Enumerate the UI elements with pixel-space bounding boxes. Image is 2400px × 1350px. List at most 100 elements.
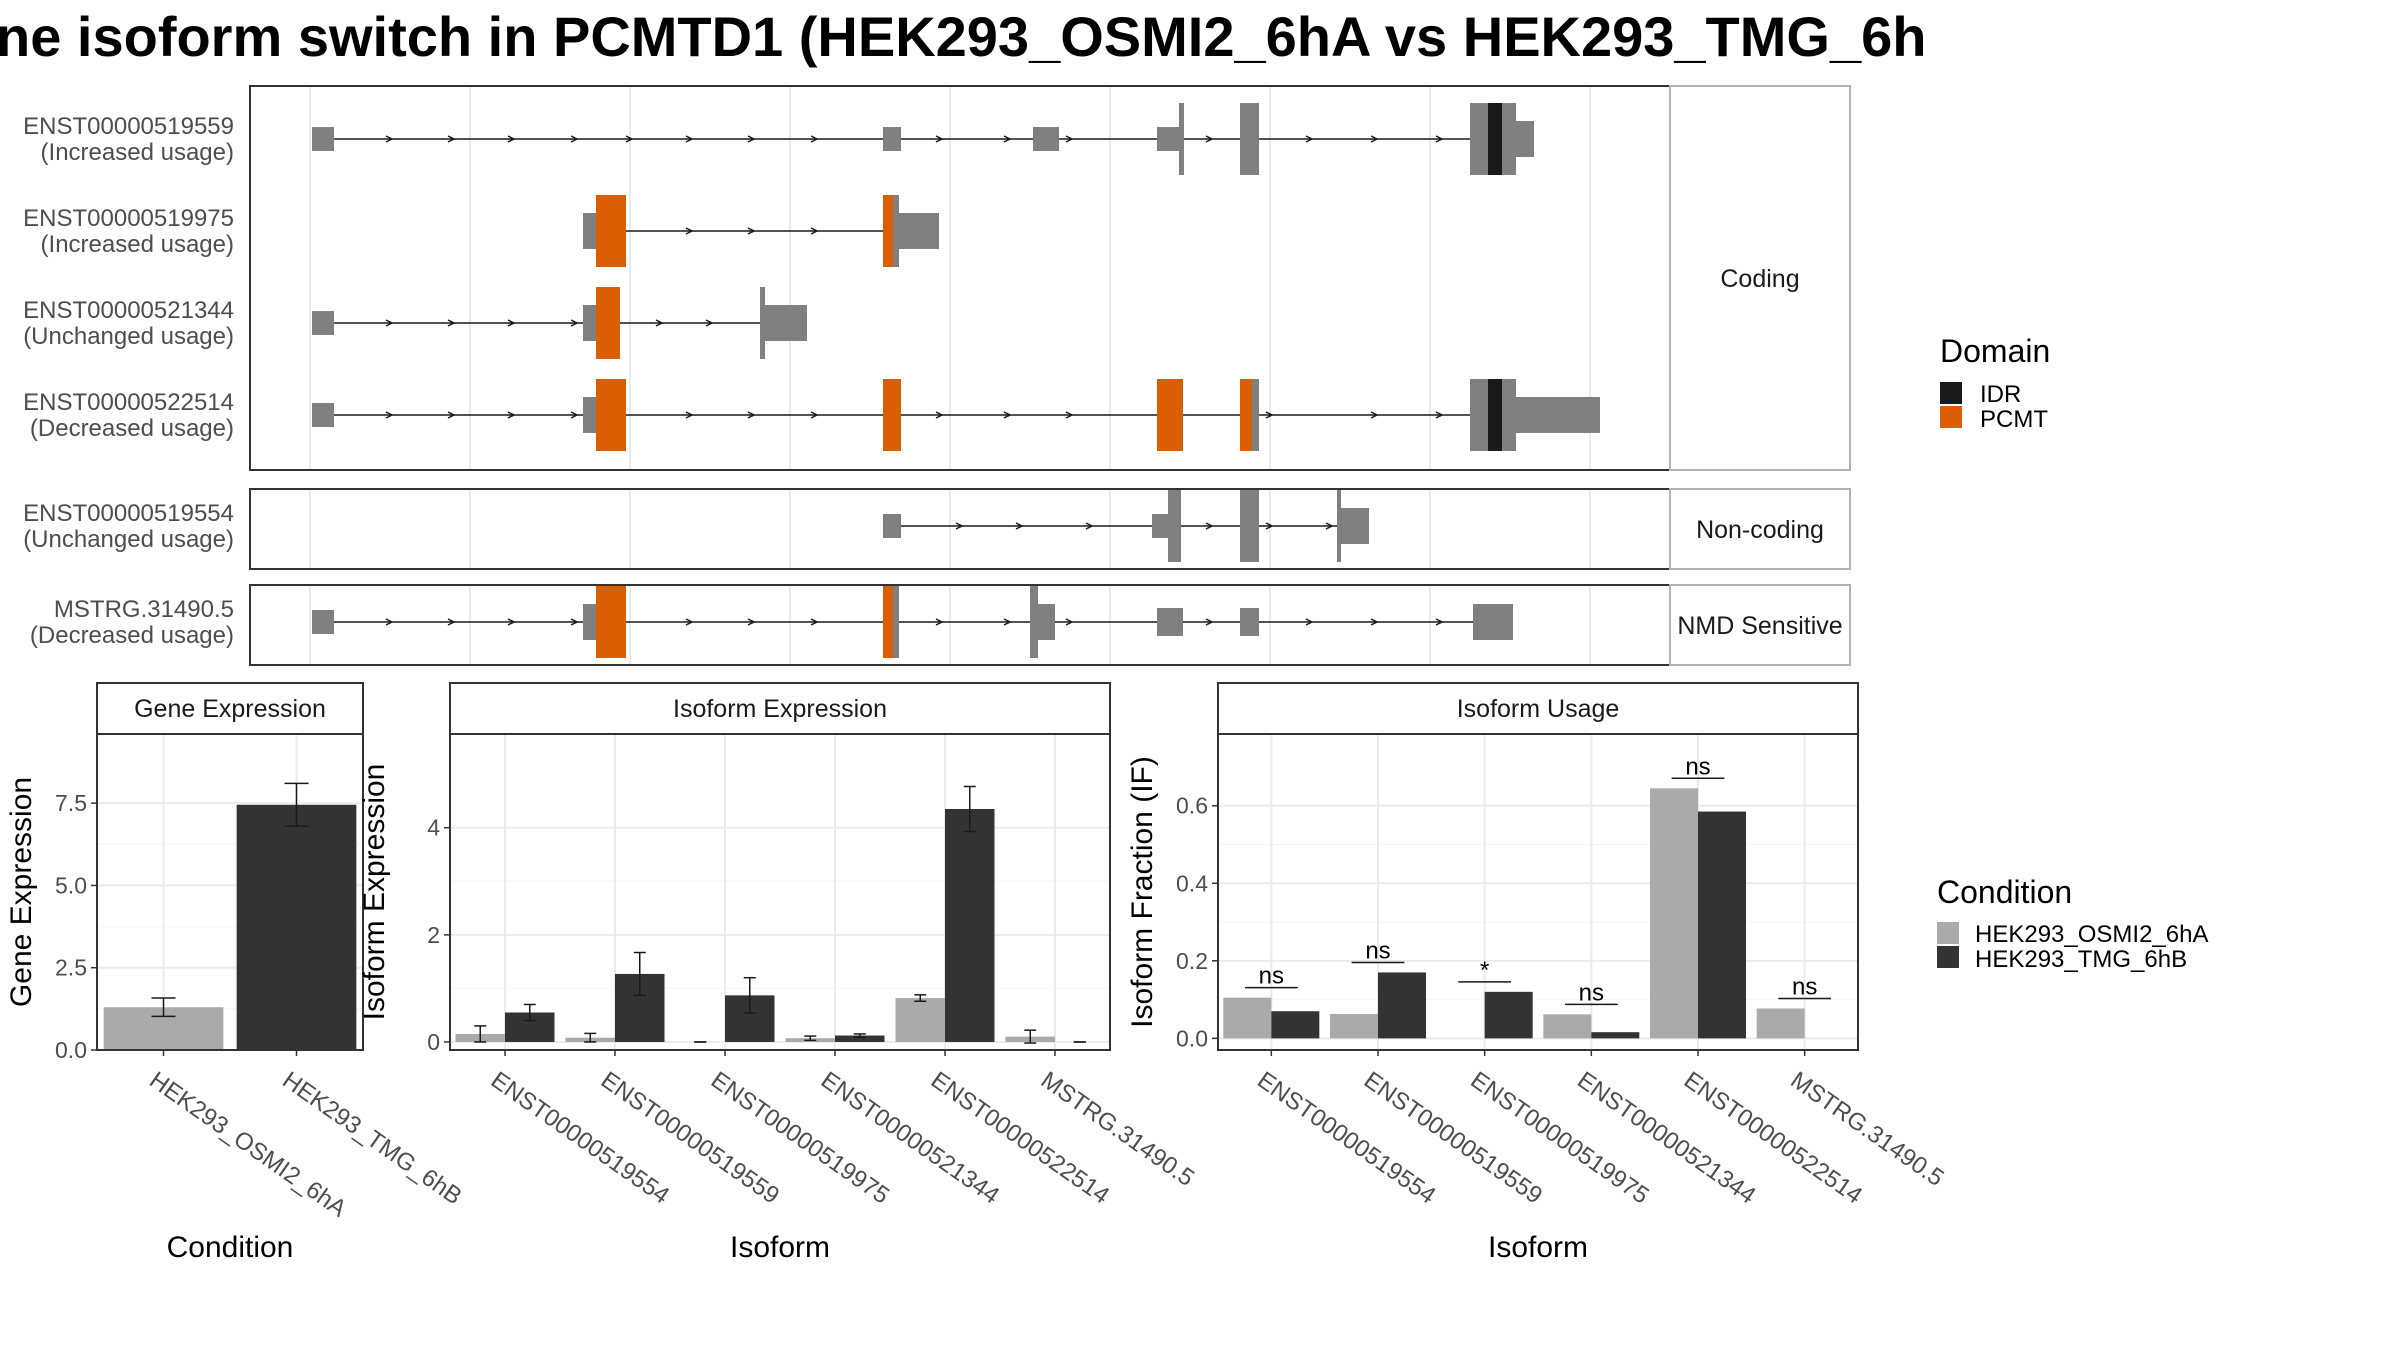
pcmt-domain: [1240, 379, 1252, 451]
strand-arrow: [935, 135, 944, 143]
strand-arrow: [810, 411, 819, 419]
legend-label-idr: IDR: [1980, 381, 2021, 408]
strand-arrow: [570, 411, 579, 419]
facet-strip-label: Coding: [1720, 265, 1799, 293]
y-tick-label: 0: [427, 1029, 440, 1055]
strand-arrow: [1003, 411, 1012, 419]
strand-arrow: [507, 411, 516, 419]
x-tick-label: ENST00000519975: [1466, 1067, 1654, 1210]
bar: [1484, 991, 1533, 1039]
exon: [583, 604, 599, 640]
x-tick-label: ENST00000519975: [706, 1067, 894, 1210]
exon: [1240, 103, 1259, 175]
strand-arrow: [1435, 618, 1444, 626]
x-tick-label: ENST00000519554: [486, 1067, 674, 1210]
exon: [1157, 127, 1183, 151]
figure-title: ne isoform switch in PCMTD1 (HEK293_OSMI…: [0, 5, 1926, 68]
bar: [1223, 997, 1272, 1039]
exon: [899, 213, 939, 249]
pcmt-domain: [596, 586, 626, 658]
plot-area: [450, 734, 1110, 1050]
exon: [1240, 608, 1259, 636]
facet-strip: [1217, 682, 1859, 735]
strand-arrow: [1065, 135, 1074, 143]
exon: [760, 287, 765, 359]
domain-legend: Domain IDR PCMT: [1940, 333, 2050, 433]
y-tick-label: 0.2: [1176, 948, 1208, 974]
strand-arrow: [447, 618, 456, 626]
legend-swatch-pcmt: [1940, 406, 1962, 428]
y-tick-label: 0.0: [55, 1037, 87, 1063]
y-axis-title: Isoform Expression: [358, 764, 391, 1021]
strand-arrow: [1370, 135, 1379, 143]
exon: [893, 586, 899, 658]
strand-arrow: [1003, 618, 1012, 626]
exon: [1516, 121, 1534, 157]
significance-label: ns: [1685, 753, 1710, 780]
x-tick-label: ENST00000522514: [1679, 1067, 1867, 1210]
bar: [1698, 811, 1746, 1039]
bar: [1543, 1014, 1592, 1039]
y-tick-label: 2: [427, 922, 440, 948]
bar: [236, 804, 357, 1050]
strand-arrow: [685, 411, 694, 419]
facet-strip: [1669, 85, 1851, 471]
chart-isoform-usage: Isoform Usage ns ns * ns ns ns 0.0 0.2 0.4 0.6 ENST…: [1126, 682, 1949, 1264]
bar: [895, 998, 945, 1042]
exon: [312, 610, 334, 634]
significance-label: ns: [1792, 974, 1817, 1001]
strand-arrow: [1205, 135, 1214, 143]
bar: [945, 808, 995, 1042]
legend-label-pcmt: PCMT: [1980, 406, 2048, 433]
pcmt-domain: [883, 195, 895, 267]
exon: [1038, 604, 1055, 640]
bar: [1378, 972, 1426, 1039]
panel-border: [96, 733, 364, 1051]
strand-arrow: [385, 135, 394, 143]
exon: [583, 397, 599, 433]
exon: [1473, 604, 1513, 640]
x-tick-label: ENST00000519554: [1252, 1067, 1440, 1210]
strand-arrow: [747, 411, 756, 419]
strand-arrow: [1205, 618, 1214, 626]
strand-arrow: [935, 411, 944, 419]
strand-arrow: [1205, 522, 1214, 530]
legend-swatch-osmi: [1937, 922, 1959, 944]
strand-arrow: [385, 411, 394, 419]
exon: [1252, 379, 1259, 451]
y-tick-label: 0.0: [1176, 1025, 1208, 1051]
facet-strip: [1669, 488, 1851, 570]
strand-arrow: [1370, 618, 1379, 626]
exon: [883, 127, 901, 151]
strand-arrow: [1265, 522, 1274, 530]
structure-panel: [249, 584, 1671, 666]
legend-swatch-tmg: [1937, 946, 1959, 968]
strand-arrow: [655, 319, 664, 327]
significance-label: ns: [1259, 963, 1284, 990]
x-tick-label: ENST00000519559: [596, 1067, 784, 1210]
transcript-usage-label: (Increased usage): [41, 139, 234, 166]
x-axis-title: Condition: [167, 1231, 294, 1264]
legend-swatch-idr: [1940, 382, 1962, 404]
bar: [1271, 1011, 1320, 1039]
transcript-id-label: ENST00000519554: [23, 500, 234, 527]
y-axis-title: Isoform Fraction (IF): [1126, 756, 1159, 1028]
strand-arrow: [747, 618, 756, 626]
strand-arrow: [705, 319, 714, 327]
exon: [1502, 103, 1516, 175]
pcmt-domain: [883, 586, 895, 658]
transcript-usage-label: (Decreased usage): [30, 622, 234, 649]
exon: [583, 305, 599, 341]
x-tick-label: ENST00000522514: [926, 1067, 1114, 1210]
exon: [312, 127, 334, 151]
exon: [1168, 490, 1181, 562]
condition-legend: Condition HEK293_OSMI2_6hA HEK293_TMG_6h…: [1937, 874, 2208, 973]
strand-arrow: [1305, 135, 1314, 143]
strand-arrow: [1265, 411, 1274, 419]
strand-arrow: [507, 135, 516, 143]
bar: [1330, 1013, 1378, 1039]
transcript-usage-label: (Increased usage): [41, 231, 234, 258]
pcmt-domain: [883, 379, 901, 451]
transcript-usage-label: (Unchanged usage): [23, 526, 234, 553]
